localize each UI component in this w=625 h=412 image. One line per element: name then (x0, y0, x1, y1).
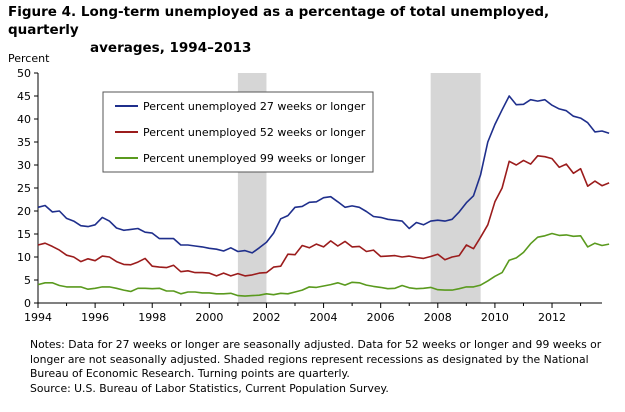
y-tick-label: 30 (17, 159, 31, 172)
figure-notes: Notes: Data for 27 weeks or longer are s… (30, 338, 615, 396)
y-tick-label: 5 (24, 274, 31, 287)
y-tick-label: 40 (17, 113, 31, 126)
figure-title-line1: Figure 4. Long-term unemployed as a perc… (8, 4, 550, 38)
figure-title-line2: averages, 1994–2013 (90, 40, 252, 56)
legend-box (102, 91, 374, 173)
x-tick-label: 2008 (424, 311, 452, 324)
x-tick-label: 2010 (481, 311, 509, 324)
y-tick-label: 10 (17, 251, 31, 264)
chart-legend: Percent unemployed 27 weeks or longer Per… (102, 91, 374, 173)
notes-text: Notes: Data for 27 weeks or longer are s… (30, 338, 602, 380)
series-line-2 (37, 155, 610, 277)
y-tick-label: 20 (17, 205, 31, 218)
recession-band-2 (430, 73, 481, 303)
y-axis-unit-label: Percent (8, 52, 50, 65)
y-tick-label: 35 (17, 136, 31, 149)
x-tick-label: 1994 (24, 311, 52, 324)
series-line-1 (37, 95, 610, 254)
legend-label-1: Percent unemployed 27 weeks or longer (143, 100, 366, 113)
x-tick-label: 2012 (538, 311, 566, 324)
line-chart: 0 5 10 15 20 25 30 35 40 45 50 1994 1996 1998 2000 2002… (17, 67, 610, 324)
y-tick-label: 50 (17, 67, 31, 80)
x-tick-label: 2000 (195, 311, 223, 324)
legend-label-3: Percent unemployed 99 weeks or longer (143, 152, 366, 165)
x-tick-label: 1998 (138, 311, 166, 324)
y-tick-label: 45 (17, 90, 31, 103)
y-tick-label: 0 (24, 297, 31, 310)
series-line-3 (37, 232, 610, 297)
x-tick-label: 2006 (367, 311, 395, 324)
x-tick-label: 1996 (81, 311, 109, 324)
y-tick-label: 25 (17, 182, 31, 195)
source-text: Source: U.S. Bureau of Labor Statistics,… (30, 381, 389, 395)
y-tick-label: 15 (17, 228, 31, 241)
x-tick-label: 2002 (252, 311, 280, 324)
legend-label-2: Percent unemployed 52 weeks or longer (143, 126, 366, 139)
figure-title: Figure 4. Long-term unemployed as a perc… (8, 3, 620, 57)
x-tick-label: 2004 (310, 311, 338, 324)
